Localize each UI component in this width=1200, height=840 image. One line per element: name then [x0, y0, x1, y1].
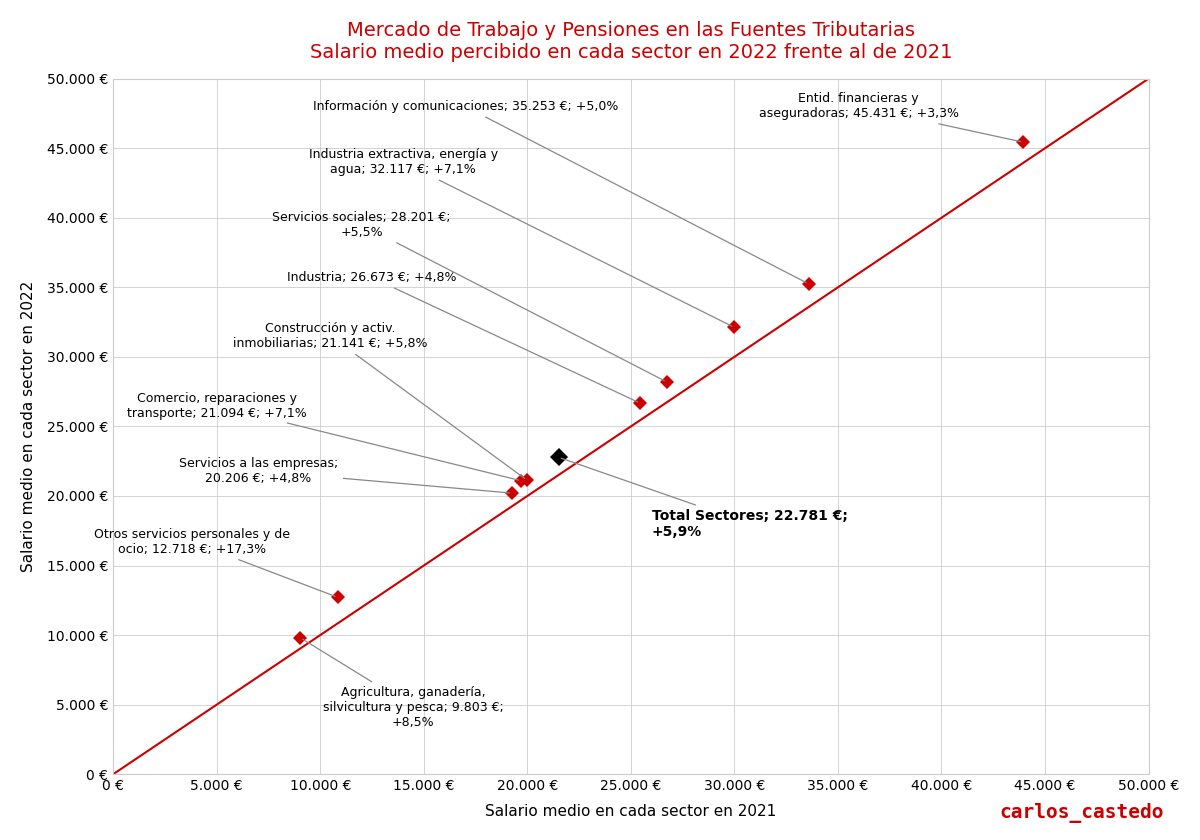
Text: Agricultura, ganadería,
silvicultura y pesca; 9.803 €;
+8,5%: Agricultura, ganadería, silvicultura y p…: [302, 639, 504, 729]
Text: Servicios a las empresas;
20.206 €; +4,8%: Servicios a las empresas; 20.206 €; +4,8…: [179, 457, 510, 493]
Text: carlos_castedo: carlos_castedo: [1000, 803, 1164, 823]
X-axis label: Salario medio en cada sector en 2021: Salario medio en cada sector en 2021: [485, 804, 776, 819]
Text: Información y comunicaciones; 35.253 €; +5,0%: Información y comunicaciones; 35.253 €; …: [312, 100, 806, 282]
Text: Servicios sociales; 28.201 €;
+5,5%: Servicios sociales; 28.201 €; +5,5%: [272, 211, 665, 381]
Text: Construcción y activ.
inmobiliarias; 21.141 €; +5,8%: Construcción y activ. inmobiliarias; 21.…: [233, 322, 524, 479]
Text: Comercio, reparaciones y
transporte; 21.094 €; +7,1%: Comercio, reparaciones y transporte; 21.…: [127, 391, 518, 480]
Text: Industria; 26.673 €; +4,8%: Industria; 26.673 €; +4,8%: [287, 271, 637, 402]
Y-axis label: Salario medio en cada sector en 2022: Salario medio en cada sector en 2022: [20, 281, 36, 572]
Text: Industria extractiva, energía y
agua; 32.117 €; +7,1%: Industria extractiva, energía y agua; 32…: [308, 148, 732, 326]
Text: Entid. financieras y
aseguradoras; 45.431 €; +3,3%: Entid. financieras y aseguradoras; 45.43…: [758, 92, 1021, 142]
Text: Otros servicios personales y de
ocio; 12.718 €; +17,3%: Otros servicios personales y de ocio; 12…: [94, 528, 335, 596]
Title: Mercado de Trabajo y Pensiones en las Fuentes Tributarias
Salario medio percibid: Mercado de Trabajo y Pensiones en las Fu…: [310, 21, 952, 62]
Text: Total Sectores; 22.781 €;
+5,9%: Total Sectores; 22.781 €; +5,9%: [562, 458, 847, 539]
